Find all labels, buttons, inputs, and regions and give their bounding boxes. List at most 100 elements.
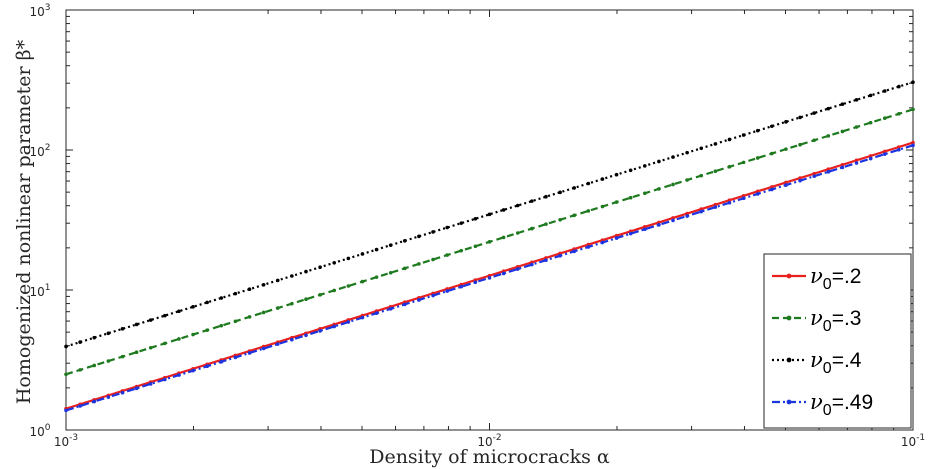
series-marker	[911, 143, 915, 148]
series-marker	[671, 155, 675, 159]
series-marker	[403, 238, 407, 243]
series-line	[64, 80, 915, 349]
series-marker	[445, 225, 449, 230]
series-marker	[741, 133, 746, 137]
series-marker	[812, 174, 816, 179]
legend-entry: ν0=.4	[772, 348, 862, 377]
series-marker	[713, 169, 718, 174]
legend-swatch-marker	[786, 357, 792, 363]
series-marker	[233, 291, 238, 296]
series-marker	[812, 111, 816, 115]
series-marker	[798, 176, 802, 180]
series-marker	[642, 227, 647, 232]
series-line	[64, 143, 915, 413]
series-marker	[614, 172, 619, 177]
series-marker	[134, 350, 139, 355]
series-marker	[770, 124, 774, 129]
series-line	[64, 107, 915, 377]
series-marker	[671, 218, 675, 223]
series-marker	[247, 315, 252, 319]
series-marker	[770, 185, 774, 189]
series-marker	[713, 142, 718, 146]
series-marker	[501, 271, 506, 276]
y-tick-label: 102	[29, 143, 50, 159]
series-marker	[205, 300, 209, 305]
series-marker	[360, 279, 365, 284]
series-marker	[530, 262, 534, 267]
series-marker	[346, 284, 351, 288]
series-marker	[445, 289, 449, 293]
series-marker	[530, 226, 534, 231]
series-marker	[699, 207, 704, 211]
series-marker	[134, 386, 139, 391]
series-marker	[388, 243, 393, 247]
series-marker	[64, 372, 68, 377]
series-marker	[205, 328, 209, 332]
series-marker	[332, 260, 337, 265]
series-marker	[798, 178, 802, 183]
series-marker	[318, 293, 322, 297]
series-marker	[868, 156, 873, 161]
series-marker	[374, 247, 379, 252]
series-marker	[911, 80, 915, 84]
series-marker	[163, 377, 167, 382]
series-marker	[558, 253, 562, 258]
series-marker	[882, 149, 887, 154]
series-marker	[318, 265, 322, 269]
series-marker	[487, 240, 492, 244]
series-marker	[64, 408, 68, 413]
series-marker	[177, 337, 181, 341]
series-marker	[374, 275, 379, 279]
series-marker	[219, 296, 224, 300]
series-marker	[657, 187, 661, 191]
series-marker	[304, 269, 308, 274]
series-marker	[148, 382, 153, 386]
y-axis-label: Homogenized nonlinear parameter β*	[13, 39, 35, 404]
series-marker	[713, 202, 718, 207]
series-marker	[177, 373, 181, 377]
series-marker	[671, 216, 675, 220]
series-marker	[798, 115, 802, 120]
series-marker	[64, 344, 68, 349]
series-marker	[261, 310, 266, 315]
legend-label: ν0=.2	[810, 264, 861, 293]
series-marker	[826, 170, 831, 174]
series-marker	[741, 160, 746, 165]
series-marker	[628, 195, 633, 200]
series-marker	[290, 337, 294, 342]
series-marker	[120, 390, 125, 395]
series-marker	[233, 355, 238, 360]
series-marker	[78, 404, 82, 408]
series-marker	[515, 267, 520, 271]
series-layer	[64, 80, 915, 413]
series-marker	[459, 221, 464, 225]
series-marker	[586, 245, 591, 249]
legend-label: ν0=.3	[810, 306, 861, 335]
series-marker	[755, 189, 760, 194]
legend-swatch-marker	[786, 273, 792, 279]
series-marker	[191, 368, 195, 373]
series-marker	[120, 354, 125, 359]
legend-box	[763, 253, 912, 429]
series-marker	[544, 194, 548, 199]
series-marker	[614, 200, 619, 204]
series-marker	[671, 182, 675, 187]
series-marker	[784, 120, 788, 124]
series-marker	[798, 142, 802, 147]
series-marker	[233, 319, 238, 324]
legend-swatch-marker	[786, 315, 792, 321]
series-marker	[205, 364, 209, 369]
series-marker	[854, 125, 859, 129]
series-marker	[628, 231, 633, 236]
series-marker	[897, 147, 901, 152]
series-marker	[106, 359, 111, 363]
series-marker	[840, 102, 845, 107]
series-marker	[911, 140, 915, 145]
series-marker	[92, 399, 97, 404]
series-marker	[275, 278, 280, 283]
series-marker	[78, 368, 82, 372]
series-marker	[755, 156, 760, 160]
series-marker	[586, 181, 591, 186]
legend-label: ν0=.4	[810, 348, 862, 377]
series-marker	[784, 147, 788, 151]
